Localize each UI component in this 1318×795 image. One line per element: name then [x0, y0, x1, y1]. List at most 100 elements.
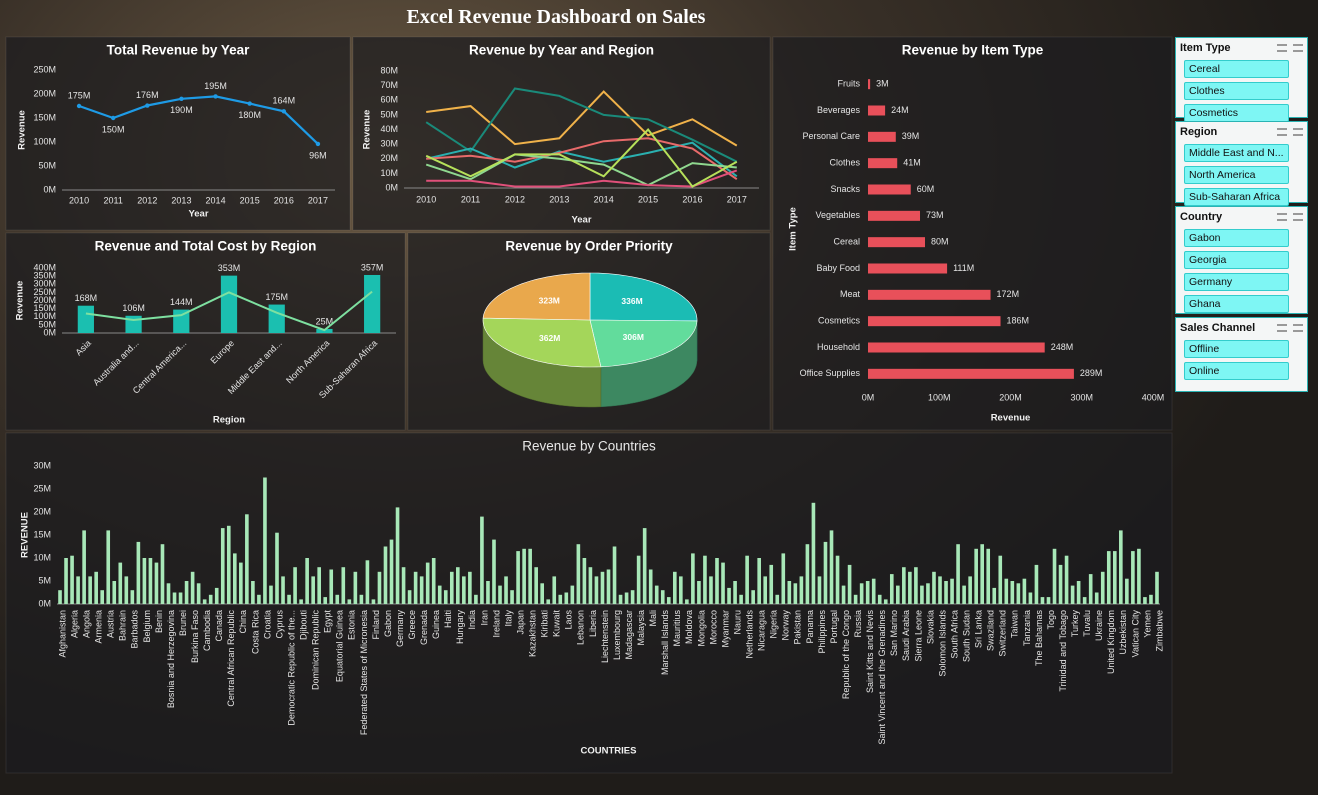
- bar: [672, 571, 677, 604]
- y-tick-label: 30M: [33, 460, 51, 470]
- bar: [868, 131, 896, 142]
- chart-title: Revenue by Item Type: [902, 43, 1044, 58]
- y-tick-label: Beverages: [817, 105, 861, 115]
- bar: [829, 530, 834, 604]
- y-axis-title: Revenue: [17, 110, 28, 150]
- bar: [727, 587, 731, 604]
- x-tick-label: Finland: [371, 610, 381, 640]
- slicer-title: Country: [1180, 211, 1223, 223]
- x-tick-label: Angola: [81, 610, 91, 638]
- data-label: 176M: [136, 90, 159, 100]
- bar: [474, 594, 478, 604]
- y-tick-label: Cereal: [833, 237, 860, 247]
- data-label: 150M: [102, 124, 125, 134]
- bar: [1022, 578, 1027, 604]
- bar: [305, 558, 309, 604]
- bar: [142, 558, 147, 604]
- x-tick-label: Equatorial Guinea: [335, 610, 345, 682]
- bar: [594, 576, 599, 604]
- bar: [868, 105, 886, 116]
- x-tick-label: Gabon: [383, 610, 393, 637]
- point: [179, 96, 184, 102]
- bar: [868, 237, 925, 248]
- bar: [636, 555, 641, 604]
- slicer-item[interactable]: North America: [1184, 166, 1289, 184]
- bar: [992, 587, 997, 604]
- x-tick-label: Egypt: [323, 610, 333, 634]
- x-tick-label: Liechtenstein: [600, 610, 610, 663]
- bar: [914, 567, 918, 604]
- bar: [811, 502, 816, 604]
- bar: [311, 576, 315, 604]
- clear-filter-icon[interactable]: [1293, 213, 1303, 221]
- slicer-title: Sales Channel: [1180, 322, 1256, 334]
- bar: [166, 583, 171, 604]
- bar: [1046, 597, 1051, 604]
- clear-filter-icon[interactable]: [1293, 324, 1303, 332]
- multi-select-icon[interactable]: [1277, 128, 1287, 136]
- bar: [868, 368, 1074, 379]
- bar: [1064, 555, 1069, 604]
- bar: [1088, 574, 1093, 604]
- x-tick-label: 2013: [171, 195, 191, 205]
- slicer: Item Type Cereal Clothes Cosmetics: [1175, 37, 1308, 122]
- x-tick-label: Vatican City: [1130, 610, 1140, 658]
- bar: [944, 581, 948, 604]
- chart-title: Revenue by Countries: [522, 439, 656, 454]
- x-tick-label: Belgium: [142, 610, 152, 643]
- pie-slice: [482, 317, 602, 368]
- point: [110, 115, 116, 121]
- bar: [425, 562, 430, 604]
- bar: [268, 304, 285, 333]
- data-label: 41M: [903, 158, 921, 168]
- x-tick-label: 2011: [461, 194, 480, 204]
- x-tick-label: Turkey: [1070, 610, 1080, 638]
- chart-title: Revenue and Total Cost by Region: [95, 239, 317, 254]
- multi-select-icon[interactable]: [1277, 44, 1287, 52]
- bar: [757, 558, 761, 604]
- bar: [353, 571, 358, 604]
- bar: [257, 594, 261, 604]
- slicer-item[interactable]: Ghana: [1184, 295, 1289, 313]
- slicer-item[interactable]: Sub-Saharan Africa: [1184, 188, 1289, 206]
- bar: [654, 585, 659, 604]
- slicer-item[interactable]: Germany: [1184, 273, 1289, 291]
- clear-filter-icon[interactable]: [1293, 128, 1303, 136]
- bar: [1094, 592, 1099, 604]
- bar: [160, 544, 165, 604]
- clear-filter-icon[interactable]: [1293, 44, 1303, 52]
- slicer-item[interactable]: Middle East and N...: [1184, 144, 1289, 162]
- bar: [178, 592, 183, 604]
- series-line: [425, 153, 737, 187]
- x-tick-label: United Kingdom: [1106, 610, 1116, 674]
- bar: [1016, 583, 1021, 604]
- slicer-item[interactable]: Cereal: [1184, 60, 1289, 78]
- slicer-item[interactable]: Clothes: [1184, 82, 1289, 100]
- x-tick-label: Luxembourg: [612, 610, 622, 660]
- bar: [868, 263, 948, 274]
- point: [281, 109, 287, 114]
- x-tick-label: 2016: [682, 194, 702, 204]
- slicer-item[interactable]: Cosmetics: [1184, 104, 1289, 122]
- bar: [642, 528, 647, 604]
- y-tick-label: 50M: [38, 160, 56, 170]
- bar: [950, 578, 954, 604]
- slicer-item[interactable]: Georgia: [1184, 251, 1289, 269]
- slicer-item[interactable]: Gabon: [1184, 229, 1289, 247]
- multi-select-icon[interactable]: [1277, 213, 1287, 221]
- bar: [220, 275, 238, 333]
- bar: [329, 569, 334, 604]
- multi-select-icon[interactable]: [1277, 324, 1287, 332]
- slicer-panel: Item Type Cereal Clothes Cosmetics Region Mid…: [1175, 37, 1308, 395]
- data-label: 248M: [1051, 342, 1074, 352]
- point: [76, 103, 82, 109]
- bar: [359, 594, 364, 604]
- bar: [94, 571, 98, 604]
- slicer-item[interactable]: Online: [1184, 362, 1289, 380]
- bar: [1010, 581, 1015, 604]
- slicer-item[interactable]: Offline: [1184, 340, 1289, 358]
- y-tick-label: 200M: [33, 295, 56, 305]
- x-tick-label: Djibouti: [298, 610, 308, 640]
- bar: [534, 567, 538, 604]
- x-tick-label: Brunei: [178, 610, 188, 636]
